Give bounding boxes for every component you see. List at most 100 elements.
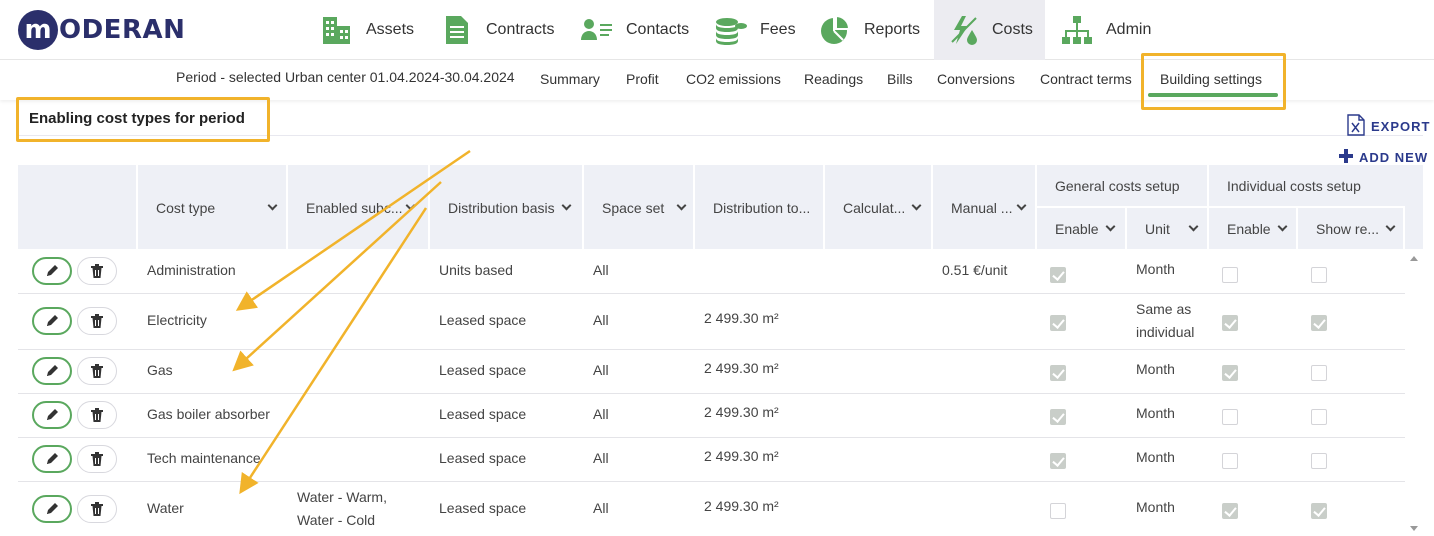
header-space-set[interactable]: Space set xyxy=(602,200,687,216)
tab-bills[interactable]: Bills xyxy=(887,71,913,87)
chevron-down-icon xyxy=(1017,200,1027,211)
hierarchy-icon xyxy=(1060,13,1094,47)
tab-summary[interactable]: Summary xyxy=(540,71,600,87)
tab-readings[interactable]: Readings xyxy=(804,71,864,87)
chevron-down-icon xyxy=(911,200,922,211)
chevron-down-icon xyxy=(1385,221,1396,232)
nav-item-contracts[interactable]: Contracts xyxy=(426,0,568,60)
show-re-checkbox[interactable] xyxy=(1311,503,1327,519)
nav-item-costs[interactable]: Costs xyxy=(934,0,1045,60)
individual-enable-checkbox[interactable] xyxy=(1222,503,1238,519)
contact-card-icon xyxy=(580,13,614,47)
vertical-scrollbar[interactable] xyxy=(1405,249,1423,536)
tab-contract-terms[interactable]: Contract terms xyxy=(1040,71,1132,87)
header-distribution-to[interactable]: Distribution to... xyxy=(713,200,810,216)
header-manual-label: Manual ... xyxy=(951,200,1013,216)
header-cost-type[interactable]: Cost type xyxy=(156,200,278,216)
individual-enable-checkbox[interactable] xyxy=(1222,315,1238,331)
scroll-up-arrow-icon[interactable] xyxy=(1410,256,1418,261)
edit-button[interactable] xyxy=(32,357,72,385)
nav-label-contracts: Contracts xyxy=(486,21,555,38)
header-enabled-subc[interactable]: Enabled subc... xyxy=(306,200,415,216)
pencil-icon xyxy=(47,409,58,420)
document-icon xyxy=(440,13,474,47)
general-unit-cell: Month xyxy=(1136,405,1175,421)
nav-item-reports[interactable]: Reports xyxy=(804,0,934,60)
scroll-down-arrow-icon[interactable] xyxy=(1410,526,1418,531)
pencil-icon xyxy=(47,265,58,276)
moderan-logo[interactable]: m ODERAN xyxy=(18,8,185,52)
edit-button[interactable] xyxy=(32,445,72,473)
show-re-checkbox[interactable] xyxy=(1311,409,1327,425)
pencil-icon xyxy=(47,365,58,376)
header-general-unit[interactable]: Unit xyxy=(1145,221,1199,237)
header-individual-costs-setup: Individual costs setup xyxy=(1227,178,1361,194)
tab-building-settings[interactable]: Building settings xyxy=(1160,71,1262,87)
cost-type-cell: Electricity xyxy=(147,312,207,328)
nav-label-fees: Fees xyxy=(760,21,796,38)
header-general-enable[interactable]: Enable xyxy=(1055,221,1116,237)
general-unit-cell: Same as xyxy=(1136,301,1192,317)
add-new-button[interactable]: ADD NEW xyxy=(1339,149,1428,166)
header-manual[interactable]: Manual ... xyxy=(951,200,1027,216)
buildings-icon xyxy=(320,13,354,47)
general-enable-checkbox[interactable] xyxy=(1050,365,1066,381)
general-enable-checkbox[interactable] xyxy=(1050,315,1066,331)
header-general-unit-label: Unit xyxy=(1145,221,1170,237)
edit-button[interactable] xyxy=(32,401,72,429)
tab-conversions[interactable]: Conversions xyxy=(937,71,1015,87)
show-re-checkbox[interactable] xyxy=(1311,365,1327,381)
show-re-checkbox[interactable] xyxy=(1311,267,1327,283)
delete-button[interactable] xyxy=(77,257,117,285)
trash-icon xyxy=(91,502,103,516)
edit-button[interactable] xyxy=(32,495,72,523)
delete-button[interactable] xyxy=(77,495,117,523)
energy-drop-icon xyxy=(948,13,980,47)
export-button[interactable]: EXPORT xyxy=(1347,114,1430,139)
individual-enable-checkbox[interactable] xyxy=(1222,267,1238,283)
show-re-checkbox[interactable] xyxy=(1311,453,1327,469)
header-individual-enable[interactable]: Enable xyxy=(1227,221,1288,237)
individual-enable-checkbox[interactable] xyxy=(1222,453,1238,469)
page-title: Enabling cost types for period xyxy=(29,110,245,127)
chevron-down-icon xyxy=(1105,221,1116,232)
general-enable-checkbox[interactable] xyxy=(1050,503,1066,519)
chevron-down-icon xyxy=(267,200,278,211)
delete-button[interactable] xyxy=(77,307,117,335)
distribution-total-cell: 2 499.30 m² xyxy=(704,448,779,464)
delete-button[interactable] xyxy=(77,401,117,429)
header-show-re[interactable]: Show re... xyxy=(1316,221,1396,237)
delete-button[interactable] xyxy=(77,357,117,385)
header-calculat[interactable]: Calculat... xyxy=(843,200,922,216)
distribution-total-cell: 2 499.30 m² xyxy=(704,404,779,420)
tab-co2-emissions[interactable]: CO2 emissions xyxy=(686,71,781,87)
column-separator xyxy=(823,165,825,249)
distribution-total-cell: 2 499.30 m² xyxy=(704,498,779,514)
cost-type-cell: Gas xyxy=(147,362,173,378)
nav-item-assets[interactable]: Assets xyxy=(306,0,428,60)
delete-button[interactable] xyxy=(77,445,117,473)
excel-file-icon xyxy=(1347,114,1365,139)
header-distribution-basis-label: Distribution basis xyxy=(448,200,555,216)
pencil-icon xyxy=(47,503,58,514)
individual-enable-checkbox[interactable] xyxy=(1222,365,1238,381)
period-selector[interactable]: Period - selected Urban center 01.04.202… xyxy=(176,69,515,85)
distribution-basis-cell: Leased space xyxy=(439,312,527,328)
header-distribution-basis[interactable]: Distribution basis xyxy=(448,200,572,216)
tab-profit[interactable]: Profit xyxy=(626,71,659,87)
general-enable-checkbox[interactable] xyxy=(1050,453,1066,469)
header-distribution-to-label: Distribution to... xyxy=(713,200,811,216)
edit-button[interactable] xyxy=(32,307,72,335)
trash-icon xyxy=(91,452,103,466)
general-enable-checkbox[interactable] xyxy=(1050,409,1066,425)
nav-item-contacts[interactable]: Contacts xyxy=(566,0,703,60)
general-enable-checkbox[interactable] xyxy=(1050,267,1066,283)
nav-item-fees[interactable]: Fees xyxy=(700,0,810,60)
trash-icon xyxy=(91,264,103,278)
header-calculat-label: Calculat... xyxy=(843,200,906,216)
individual-enable-checkbox[interactable] xyxy=(1222,409,1238,425)
row-separator xyxy=(18,293,1405,294)
nav-item-admin[interactable]: Admin xyxy=(1046,0,1165,60)
edit-button[interactable] xyxy=(32,257,72,285)
show-re-checkbox[interactable] xyxy=(1311,315,1327,331)
